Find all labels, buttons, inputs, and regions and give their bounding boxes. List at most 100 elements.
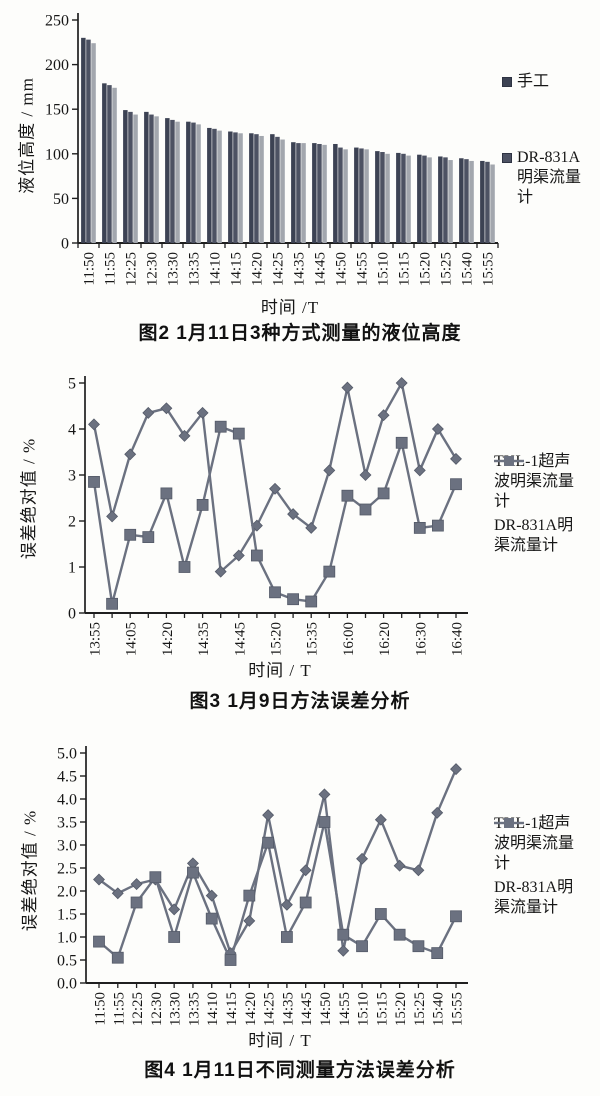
y-tick-label: 4 <box>68 422 76 439</box>
square-marker <box>262 836 275 849</box>
bar <box>375 151 380 243</box>
square-marker <box>250 549 263 562</box>
x-tick-label: 15:35 <box>305 622 321 656</box>
x-tick-label: 14:35 <box>292 252 308 286</box>
x-tick-label: 15:25 <box>412 992 428 1026</box>
x-tick-label: 15:15 <box>397 252 413 286</box>
square-marker <box>280 931 293 943</box>
x-axis-title: 时间 / T <box>248 1031 312 1050</box>
bar <box>249 133 254 243</box>
square-marker <box>187 866 199 879</box>
bar <box>485 161 490 243</box>
x-tick-label: 14:05 <box>124 622 140 656</box>
x-tick-label: 15:10 <box>376 252 392 286</box>
bar <box>196 124 201 243</box>
y-tick-label: 4.5 <box>57 769 77 786</box>
legend-label: DR-831A明渠流量计 <box>517 149 582 206</box>
x-tick-label: 14:10 <box>208 252 224 286</box>
diamond-marker <box>214 565 227 578</box>
figure-caption: 图2 1月11日3种方式测量的液位高度 <box>138 323 462 344</box>
x-tick-label: 14:15 <box>229 252 245 286</box>
square-marker <box>341 489 354 502</box>
x-tick-label: 15:55 <box>481 252 497 286</box>
x-tick-label: 11:55 <box>103 252 119 286</box>
bar <box>438 156 443 243</box>
bar <box>270 134 275 243</box>
square-marker <box>356 940 368 953</box>
figure-2-section: 0 50 100 150 200 250 11:50 11:55 12:25 12:30 13:30… <box>0 0 600 360</box>
bar <box>333 143 338 243</box>
diamond-marker <box>337 944 350 957</box>
square-marker-icon <box>502 153 512 163</box>
x-tick-label: 14:25 <box>271 252 287 286</box>
square-marker <box>287 593 300 606</box>
bar <box>312 143 317 243</box>
y-tick-label: 1.5 <box>57 907 77 924</box>
bar <box>343 149 348 243</box>
bar <box>217 130 222 243</box>
x-axis-title: 时间 /T <box>260 298 320 317</box>
bar <box>480 160 485 243</box>
square-marker <box>149 871 162 884</box>
x-tick-label: 14:55 <box>337 992 353 1026</box>
figure-4-section: 0.0 0.5 1.0 1.5 2.0 2.5 3.0 3.5 4.0 4.5 5.0 11:50 11… <box>0 730 600 1096</box>
bar <box>464 159 469 243</box>
legend: TKL-1超声波明渠流量计 DR-831A明渠流量计 <box>494 814 574 922</box>
bar <box>364 149 369 243</box>
square-marker <box>205 912 218 925</box>
legend-label: DR-831A明渠流量计 <box>494 879 574 916</box>
y-tick-label: 3.0 <box>57 838 77 855</box>
diamond-marker <box>178 429 191 442</box>
square-marker <box>130 896 143 909</box>
square-marker <box>88 476 100 488</box>
bar <box>322 144 327 243</box>
x-tick-label: 13:30 <box>166 252 182 286</box>
y-axis-title: 液位高度 / mm <box>17 77 37 194</box>
bar <box>123 110 128 243</box>
bar-chart-canvas: 0 50 100 150 200 250 11:50 11:55 12:25 12:30 13:30… <box>45 13 499 286</box>
diamond-marker <box>160 402 173 415</box>
diamond-marker <box>393 859 406 872</box>
diamond-marker <box>305 521 318 534</box>
bar <box>417 154 422 243</box>
x-tick-label: 12:25 <box>130 992 146 1026</box>
x-tick-label: 12:30 <box>145 252 161 286</box>
y-tick-label: 0 <box>68 606 76 623</box>
x-tick-label: 14:45 <box>299 992 315 1026</box>
x-tick-label: 15:25 <box>439 252 455 286</box>
bar <box>154 116 159 243</box>
diamond-marker <box>205 889 218 902</box>
x-tick-label: 15:20 <box>393 992 409 1026</box>
square-marker <box>413 521 426 534</box>
diamond-marker <box>130 878 143 891</box>
diamond-marker <box>413 464 426 477</box>
bar <box>149 114 154 243</box>
bar <box>354 147 359 243</box>
legend-label: DR-831A明渠流量计 <box>494 517 574 554</box>
square-marker <box>124 528 137 541</box>
square-marker <box>450 910 462 923</box>
x-tick-label: 11:50 <box>82 252 98 286</box>
y-tick-label: 2.5 <box>57 861 77 878</box>
bar <box>275 136 280 243</box>
bar <box>280 139 285 243</box>
y-tick-label: 3 <box>68 468 76 485</box>
bar <box>385 153 390 243</box>
x-tick-label: 16:40 <box>450 622 466 656</box>
square-line-marker-icon <box>494 456 524 466</box>
bar <box>102 83 107 243</box>
x-tick-label: 16:30 <box>413 622 429 656</box>
square-marker <box>232 427 245 440</box>
bar <box>490 164 495 243</box>
x-tick-label: 14:20 <box>160 622 176 656</box>
square-marker <box>142 531 155 544</box>
x-tick-label: 13:35 <box>186 992 202 1026</box>
x-tick-label: 12:25 <box>124 252 140 286</box>
line-chart-canvas: 0.0 0.5 1.0 1.5 2.0 2.5 3.0 3.5 4.0 4.5 5.0 11:50 11… <box>57 746 468 1026</box>
square-marker-icon <box>502 77 512 87</box>
bar <box>170 119 175 243</box>
x-tick-label: 14:55 <box>355 252 371 286</box>
x-tick-label: 15:40 <box>431 992 447 1026</box>
square-marker <box>299 896 312 909</box>
